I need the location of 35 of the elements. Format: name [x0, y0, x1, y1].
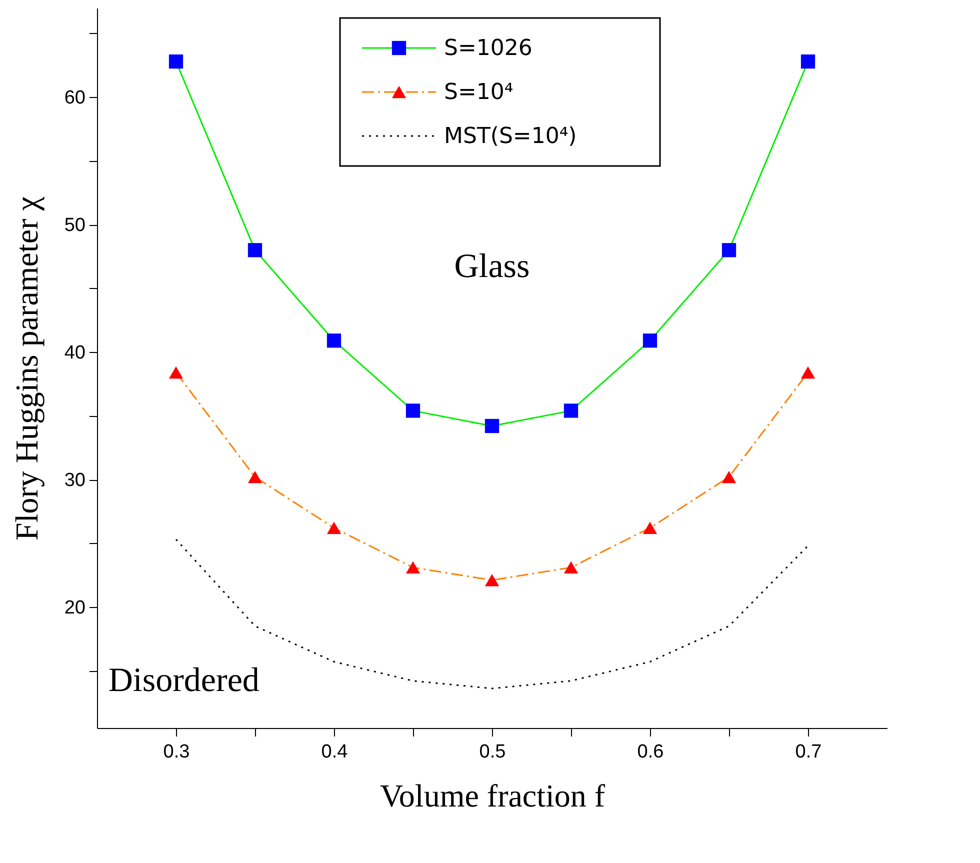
x-tick-label: 0.7 [795, 742, 822, 762]
annotation: Glass [454, 248, 530, 286]
point [800, 366, 816, 379]
point [484, 418, 500, 434]
y-tick-label: 30 [64, 470, 86, 492]
x-tick-label: 0.5 [479, 742, 506, 762]
point [484, 574, 500, 586]
annotation: Disordered [108, 662, 260, 700]
y-axis-title: Flory Huggins parameter χ [8, 196, 44, 540]
y-tick-label: 60 [64, 88, 86, 109]
point [248, 470, 262, 484]
point [564, 561, 578, 574]
x-tick-label: 0.6 [637, 742, 664, 762]
point [564, 404, 578, 418]
point [642, 522, 658, 534]
point [406, 404, 420, 418]
x-tick-label: 0.3 [163, 742, 190, 762]
legend-label: S=10⁴ [444, 80, 514, 105]
point [326, 334, 342, 348]
legend-label: MST(S=10⁴) [444, 124, 577, 149]
point [326, 522, 342, 534]
x-tick-label: 0.4 [321, 742, 348, 762]
y-tick-label: 20 [64, 597, 86, 618]
y-tick-label: 50 [64, 215, 86, 236]
point [168, 366, 184, 379]
point [406, 561, 420, 574]
point [722, 470, 736, 484]
y-tick-label: 40 [64, 342, 86, 364]
point [642, 334, 658, 348]
point [168, 54, 184, 69]
point [722, 243, 736, 258]
point [800, 54, 816, 69]
legend-label: S=1026 [444, 36, 532, 61]
x-axis-title: Volume fraction f [380, 778, 606, 814]
point [248, 243, 262, 258]
